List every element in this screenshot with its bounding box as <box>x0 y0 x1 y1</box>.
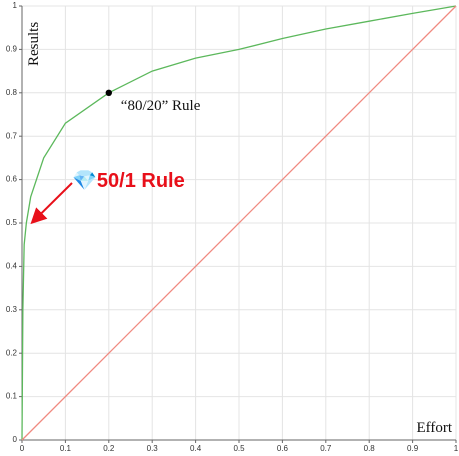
x-tick-label: 1 <box>454 444 459 453</box>
y-tick-label: 0.4 <box>6 262 18 271</box>
annotation-label: 💎50/1 Rule <box>72 170 185 192</box>
x-tick-label: 0.3 <box>147 444 159 453</box>
x-tick-label: 0.1 <box>60 444 72 453</box>
x-tick-label: 0.9 <box>407 444 419 453</box>
x-tick-label: 0.8 <box>364 444 376 453</box>
x-tick-label: 0.6 <box>277 444 289 453</box>
x-axis-label: Effort <box>416 420 452 436</box>
y-tick-label: 0.1 <box>6 392 18 401</box>
highlight-point <box>105 89 113 97</box>
y-tick-label: 0.2 <box>6 348 18 357</box>
x-tick-label: 0.5 <box>233 444 245 453</box>
y-tick-label: 0.3 <box>6 305 18 314</box>
y-tick-label: 0.8 <box>6 88 18 97</box>
curve <box>21 5 457 441</box>
y-tick-label: 0 <box>13 435 18 444</box>
x-tick-label: 0.7 <box>320 444 332 453</box>
y-tick-label: 1 <box>13 1 18 10</box>
x-tick-label: 0.2 <box>103 444 115 453</box>
y-axis-label: Results <box>26 22 42 66</box>
y-tick-label: 0.7 <box>6 131 18 140</box>
curve <box>21 5 457 441</box>
annotation-arrow <box>30 182 73 225</box>
x-tick-label: 0 <box>20 444 25 453</box>
highlight-label: “80/20” Rule <box>121 98 201 114</box>
x-tick-label: 0.4 <box>190 444 202 453</box>
y-tick-label: 0.6 <box>6 175 18 184</box>
y-tick-label: 0.9 <box>6 45 18 54</box>
y-tick-label: 0.5 <box>6 218 18 227</box>
